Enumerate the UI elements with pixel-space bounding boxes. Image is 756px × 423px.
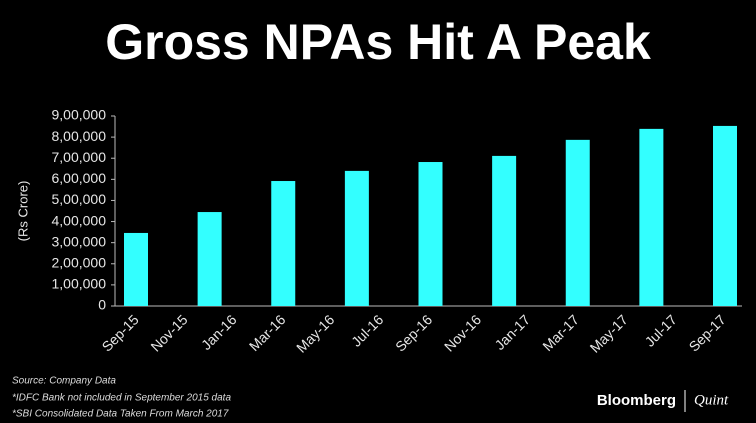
chart-title: Gross NPAs Hit A Peak — [105, 14, 651, 70]
x-tick-label: Jul-17 — [642, 311, 680, 349]
brand: Quint — [694, 392, 729, 408]
y-tick-label: 3,00,000 — [52, 233, 107, 249]
y-tick-label: 6,00,000 — [52, 170, 107, 186]
y-tick-label: 9,00,000 — [52, 107, 107, 123]
x-tick-label: Mar-17 — [539, 311, 582, 354]
y-tick-label: 5,00,000 — [52, 191, 107, 207]
x-tick-label: Jan-16 — [198, 311, 240, 353]
y-tick-label: 1,00,000 — [52, 276, 107, 292]
bar — [639, 128, 664, 306]
note: Source: Company Data — [12, 376, 116, 387]
x-tick-label: Sep-16 — [392, 311, 435, 354]
x-tick-label: Sep-15 — [98, 311, 141, 354]
bar — [565, 139, 590, 306]
y-axis-label: (Rs Crore) — [15, 181, 30, 242]
x-tick-label: Sep-17 — [685, 311, 728, 354]
y-tick-label: 4,00,000 — [52, 212, 107, 228]
y-tick-label: 7,00,000 — [52, 149, 107, 165]
brand: Bloomberg — [597, 392, 676, 409]
x-tick-label: Mar-16 — [246, 311, 289, 354]
x-tick-label: May-17 — [587, 311, 631, 355]
note: *IDFC Bank not included in September 201… — [12, 393, 231, 404]
bar — [713, 125, 737, 306]
x-tick-label: Nov-15 — [147, 311, 190, 354]
y-tick-label: 0 — [98, 297, 106, 313]
bar — [418, 162, 443, 306]
bar — [344, 170, 369, 306]
x-tick-label: May-16 — [293, 311, 337, 355]
bar — [271, 181, 296, 306]
y-tick-label: 8,00,000 — [52, 128, 107, 144]
x-tick-label: Nov-16 — [441, 311, 484, 354]
bar — [124, 232, 148, 306]
bar — [492, 155, 517, 306]
bar — [197, 212, 222, 306]
x-tick-label: Jul-16 — [348, 311, 386, 349]
note: *SBI Consolidated Data Taken From March … — [12, 409, 229, 420]
x-tick-label: Jan-17 — [491, 311, 533, 353]
y-tick-label: 2,00,000 — [52, 254, 107, 270]
